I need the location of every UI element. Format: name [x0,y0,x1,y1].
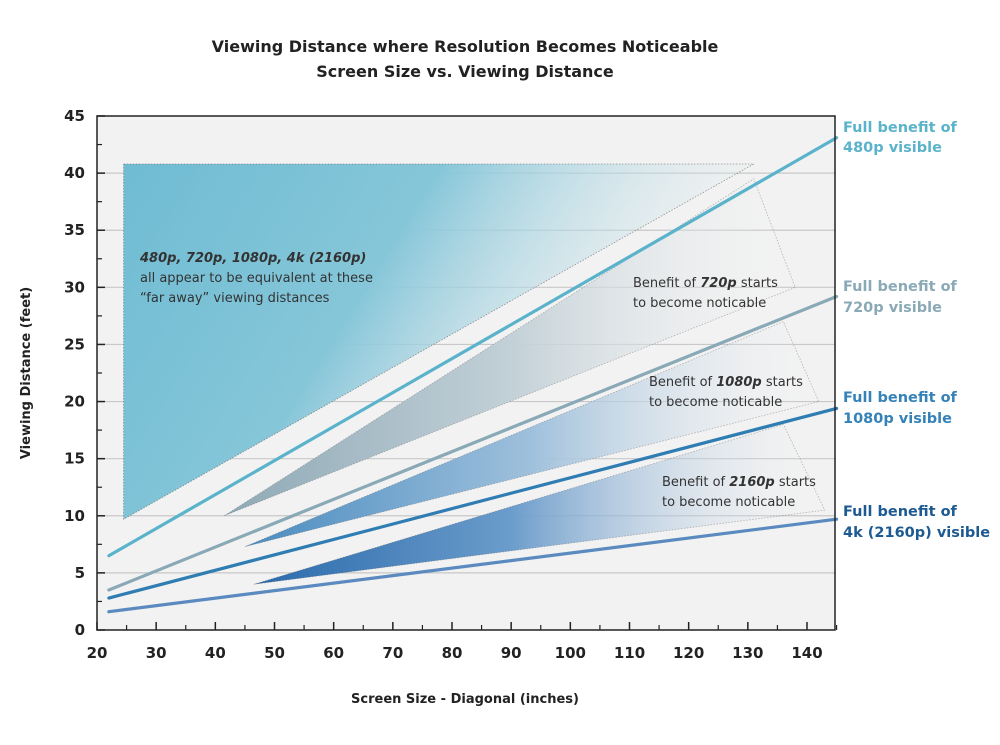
annotation-1080p: Benefit of 1080p starts to become notica… [649,375,803,410]
y-tick-label: 30 [64,278,85,296]
annotation-far-away-line1: all appear to be equivalent at these [140,271,373,286]
svg-text:480p, 720p, 1080p, 4k (2160p): 480p, 720p, 1080p, 4k (2160p) [139,251,366,266]
annotation-far-away: 480p, 720p, 1080p, 4k (2160p) all appear… [139,251,373,306]
y-tick-label: 0 [75,621,85,639]
x-tick-label: 130 [732,644,763,662]
x-tick-label: 60 [323,644,344,662]
y-tick-label: 5 [75,564,85,582]
y-tick-label: 25 [64,335,85,353]
annotation-far-away-title: 480p, 720p, 1080p, 4k (2160p) [139,251,366,266]
series-lines [107,136,839,614]
label-720p: Full benefit of 720p visible [843,279,958,316]
y-tick-label: 35 [64,221,85,239]
series-line [107,294,839,592]
shaded-region [253,423,826,585]
svg-text:to become noticable: to become noticable [662,495,795,510]
label-4k: Full benefit of 4k (2160p) visible [843,504,990,541]
y-tick-label: 45 [64,107,85,125]
x-tick-label: 40 [205,644,226,662]
annotation-720p: Benefit of 720p starts to become noticab… [633,276,778,311]
x-tick-label: 90 [501,644,522,662]
x-tick-label: 80 [442,644,463,662]
series-line [107,136,839,558]
y-tick-label: 20 [64,393,85,411]
shaded-region [223,178,796,517]
chart-title: Viewing Distance where Resolution Become… [212,37,719,56]
label-1080p: Full benefit of 1080p visible [843,390,958,427]
shaded-region [244,321,820,548]
annotation-2160p: Benefit of 2160p starts to become notica… [662,475,816,510]
x-tick-label: 70 [382,644,403,662]
y-tick-label: 15 [64,450,85,468]
axes: 0 5 10 15 20 25 30 35 40 45 20 30 40 50 60 70 80 90 100 110… [64,107,838,662]
x-tick-label: 30 [146,644,167,662]
x-tick-label: 100 [555,644,586,662]
shaded-regions [123,163,826,585]
svg-text:Benefit of 2160p starts: Benefit of 2160p starts [662,475,816,490]
x-axis-label: Screen Size - Diagonal (inches) [351,692,579,707]
y-tick-label: 10 [64,507,85,525]
series-line [107,517,839,614]
x-tick-label: 140 [791,644,822,662]
x-tick-label: 20 [87,644,108,662]
annotation-far-away-line2: “far away” viewing distances [140,291,330,306]
y-axis-label: Viewing Distance (feet) [19,287,34,459]
svg-text:to become noticable: to become noticable [649,395,782,410]
x-tick-label: 110 [614,644,645,662]
series-line [107,406,839,600]
svg-text:Benefit of 1080p starts: Benefit of 1080p starts [649,375,803,390]
x-tick-label: 120 [673,644,704,662]
x-tick-label: 50 [264,644,285,662]
chart-subtitle: Screen Size vs. Viewing Distance [316,62,614,81]
y-tick-label: 40 [64,164,85,182]
label-480p: Full benefit of 480p visible [843,120,958,156]
svg-text:Benefit of 720p starts: Benefit of 720p starts [633,276,778,291]
series-labels: Full benefit of 480p visible Full benefit… [843,120,990,541]
shaded-region [123,163,756,520]
svg-text:to become noticable: to become noticable [633,296,766,311]
